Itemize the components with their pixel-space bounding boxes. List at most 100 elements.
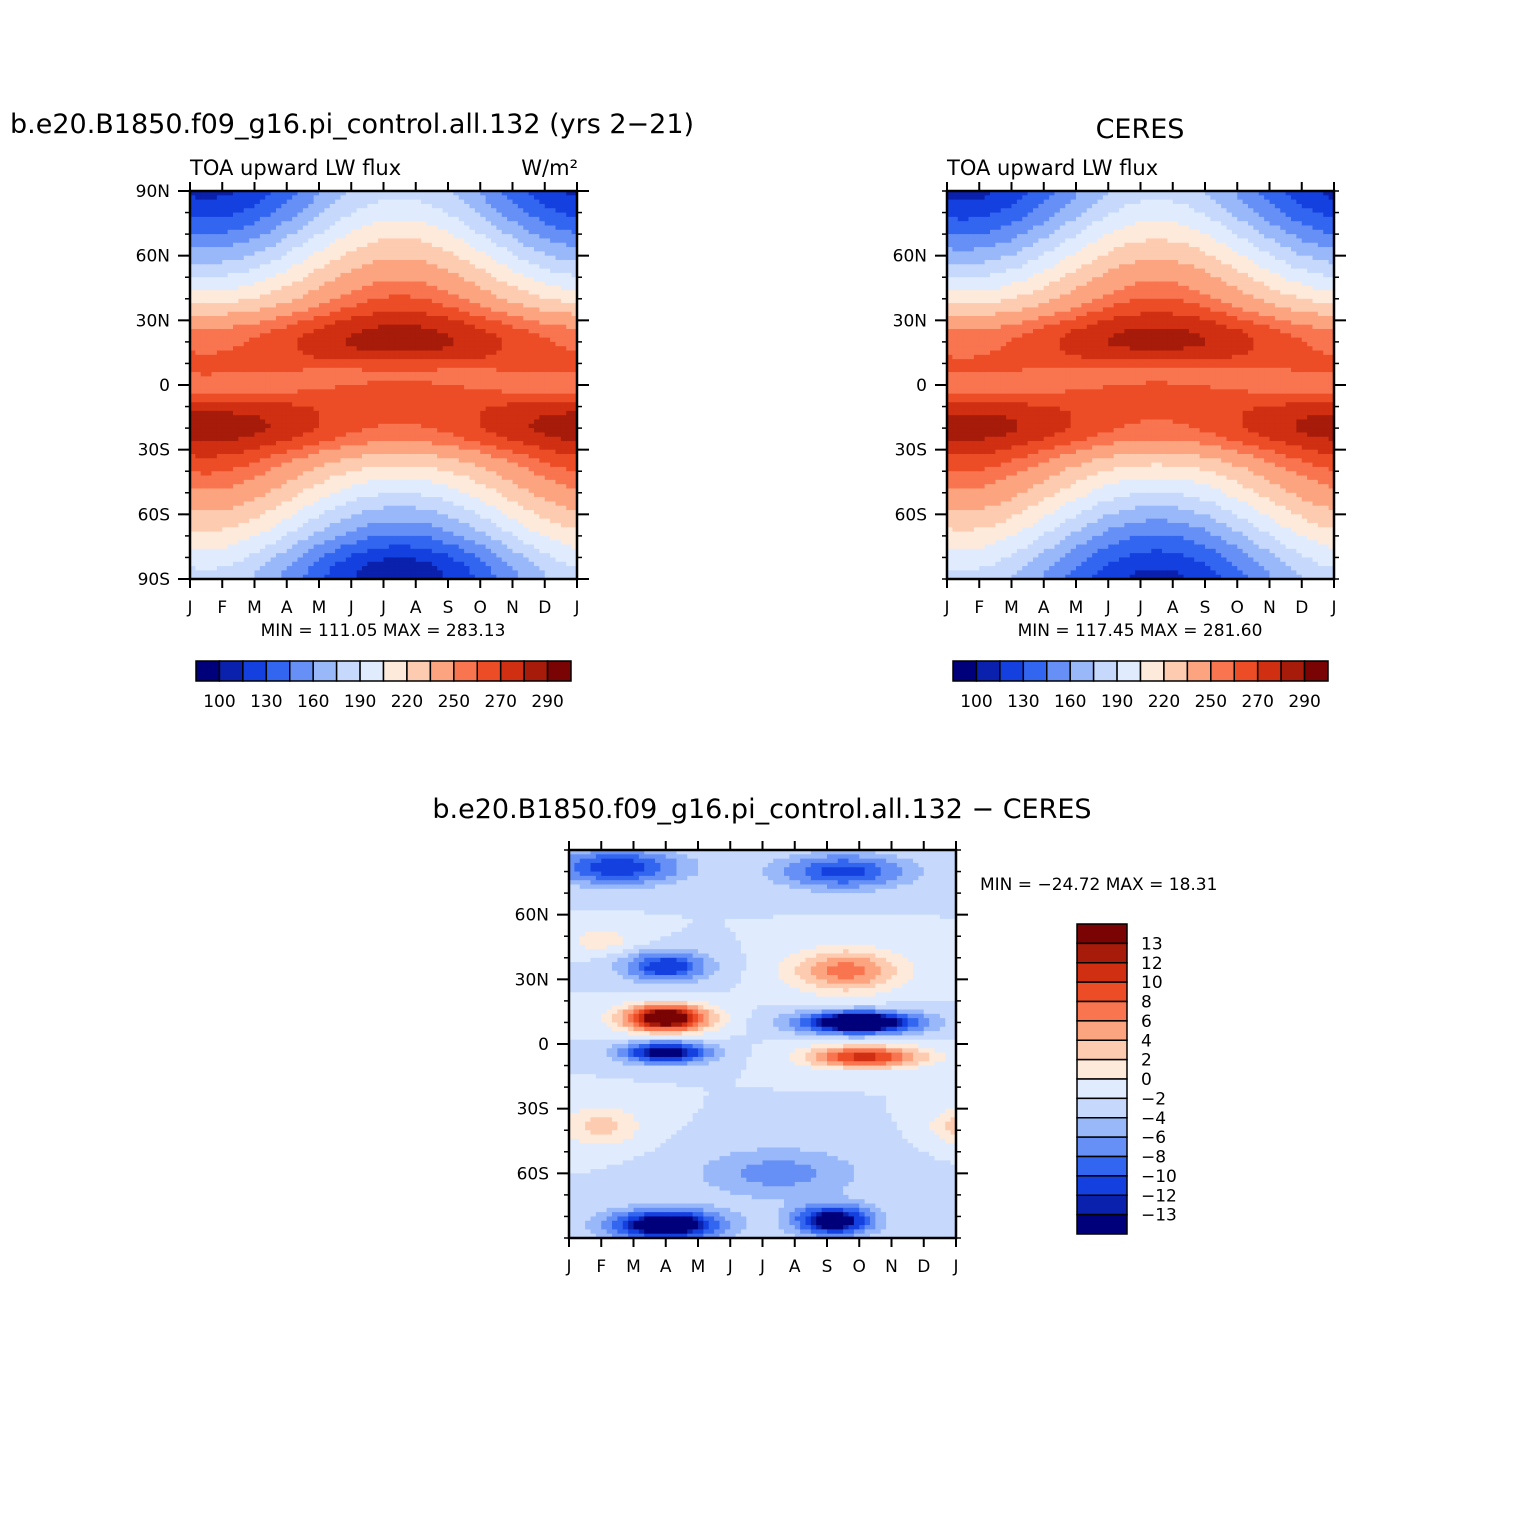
contour-cell bbox=[405, 514, 411, 520]
contour-cell bbox=[243, 423, 250, 429]
contour-cell bbox=[200, 354, 207, 360]
contour-cell bbox=[243, 510, 250, 515]
contour-cell bbox=[469, 367, 476, 373]
contour-cell bbox=[329, 462, 336, 468]
contour-cell bbox=[469, 484, 476, 490]
contour-cell bbox=[281, 471, 288, 477]
contour-cell bbox=[367, 497, 374, 502]
contour-cell bbox=[383, 522, 390, 528]
contour-cell bbox=[474, 298, 481, 304]
contour-cell bbox=[474, 311, 481, 317]
contour-cell bbox=[216, 281, 223, 287]
contour-cell bbox=[448, 566, 454, 571]
contour-cell bbox=[388, 466, 395, 472]
contour-cell bbox=[351, 540, 358, 546]
contour-cell bbox=[442, 268, 449, 274]
contour-cell bbox=[195, 406, 202, 412]
contour-cell bbox=[458, 531, 465, 537]
contour-cell bbox=[474, 268, 481, 274]
contour-cell bbox=[448, 216, 454, 222]
contour-cell bbox=[211, 548, 218, 554]
contour-cell bbox=[335, 570, 342, 576]
contour-cell bbox=[222, 251, 229, 257]
contour-cell bbox=[405, 277, 411, 283]
contour-cell bbox=[480, 324, 487, 330]
contour-cell bbox=[227, 195, 234, 201]
contour-cell bbox=[458, 212, 465, 218]
contour-cell bbox=[372, 264, 379, 270]
contour-cell bbox=[286, 281, 293, 287]
contour-cell bbox=[340, 553, 347, 559]
contour-cell bbox=[302, 242, 309, 248]
contour-cell bbox=[453, 428, 460, 434]
contour-cell bbox=[367, 359, 374, 365]
contour-cell bbox=[394, 333, 401, 339]
contour-cell bbox=[485, 341, 492, 347]
contour-cell bbox=[410, 475, 417, 481]
contour-cell bbox=[297, 311, 304, 317]
contour-cell bbox=[367, 397, 374, 403]
contour-cell bbox=[227, 402, 234, 408]
contour-cell bbox=[195, 393, 202, 399]
contour-cell bbox=[437, 191, 444, 196]
contour-cell bbox=[388, 242, 395, 248]
contour-cell bbox=[206, 247, 213, 252]
contour-cell bbox=[254, 497, 261, 502]
contour-cell bbox=[238, 423, 245, 429]
contour-cell bbox=[319, 277, 325, 283]
contour-cell bbox=[469, 566, 476, 571]
contour-cell bbox=[437, 346, 444, 352]
contour-cell bbox=[222, 376, 229, 382]
contour-cell bbox=[286, 445, 293, 451]
contour-cell bbox=[313, 203, 320, 209]
contour-cell bbox=[458, 311, 465, 317]
contour-cell bbox=[399, 216, 406, 222]
contour-cell bbox=[453, 290, 460, 296]
contour-cell bbox=[254, 501, 261, 507]
contour-cell bbox=[394, 212, 401, 218]
contour-cell bbox=[227, 475, 234, 481]
contour-cell bbox=[372, 367, 379, 373]
contour-cell bbox=[200, 372, 207, 377]
contour-cell bbox=[383, 354, 390, 360]
contour-cell bbox=[227, 423, 234, 429]
contour-cell bbox=[464, 191, 471, 196]
contour-cell bbox=[421, 570, 428, 576]
contour-cell bbox=[480, 458, 487, 464]
contour-cell bbox=[388, 203, 395, 209]
contour-cell bbox=[480, 566, 487, 571]
contour-cell bbox=[319, 272, 325, 278]
contour-cell bbox=[297, 372, 304, 377]
contour-cell bbox=[410, 272, 417, 278]
contour-cell bbox=[292, 359, 299, 365]
contour-cell bbox=[399, 242, 406, 248]
contour-cell bbox=[431, 449, 438, 455]
contour-cell bbox=[265, 238, 272, 244]
contour-cell bbox=[437, 484, 444, 490]
contour-cell bbox=[200, 363, 207, 369]
contour-cell bbox=[388, 255, 395, 261]
contour-cell bbox=[464, 303, 471, 308]
contour-cell bbox=[297, 316, 304, 321]
contour-cell bbox=[340, 389, 347, 395]
contour-cell bbox=[238, 531, 245, 537]
contour-cell bbox=[297, 471, 304, 477]
contour-cell bbox=[286, 574, 293, 580]
contour-cell bbox=[458, 225, 465, 231]
contour-cell bbox=[394, 471, 401, 477]
contour-cell bbox=[340, 445, 347, 451]
contour-cell bbox=[297, 255, 304, 261]
contour-cell bbox=[216, 354, 223, 360]
contour-cell bbox=[190, 268, 196, 274]
contour-cell bbox=[292, 436, 299, 442]
contour-cell bbox=[319, 510, 325, 515]
contour-cell bbox=[254, 372, 261, 377]
contour-cell bbox=[453, 484, 460, 490]
contour-cell bbox=[356, 518, 363, 524]
contour-cell bbox=[200, 441, 207, 446]
contour-cell bbox=[286, 492, 293, 498]
contour-cell bbox=[243, 203, 250, 209]
contour-cell bbox=[415, 251, 422, 257]
contour-cell bbox=[227, 298, 234, 304]
contour-cell bbox=[259, 367, 266, 373]
